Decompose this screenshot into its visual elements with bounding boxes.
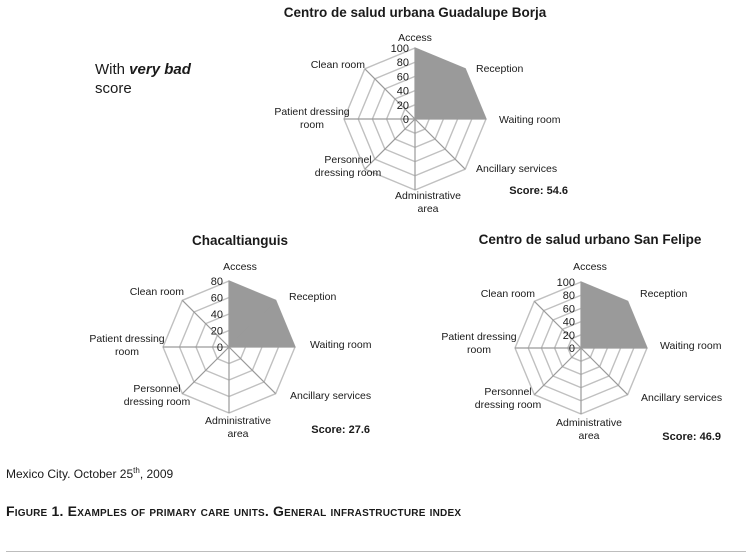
tick-label: 40 (211, 309, 223, 321)
axis-label: Personnel dressing room (475, 386, 542, 411)
axis-spoke (580, 347, 629, 396)
legend-note-suffix: score (95, 80, 132, 97)
axis-label: Ancillary services (641, 392, 722, 404)
location-date-year: , 2009 (139, 467, 174, 481)
axis-spoke (181, 346, 230, 395)
legend-note-prefix: With (95, 61, 130, 78)
axis-spoke (414, 68, 466, 120)
tick-label: 0 (217, 342, 223, 354)
score-label: Score: 54.6 (509, 185, 568, 197)
tick-label: 80 (397, 57, 409, 69)
tick-label: 80 (563, 290, 575, 302)
radar-charts: Centro de salud urbana Guadalupe Borja02… (89, 5, 722, 443)
axis-spoke (228, 346, 277, 395)
tick-label: 0 (403, 114, 409, 126)
chart-title: Chacaltianguis (192, 233, 288, 248)
axis-label: Administrative area (556, 417, 622, 442)
score-label: Score: 46.9 (662, 431, 721, 443)
axis-spoke (364, 118, 416, 170)
location-date-superscript: th (133, 466, 140, 475)
tick-label: 40 (397, 86, 409, 98)
radar-chart-1: Centro de salud urbana Guadalupe Borja 0 2… (274, 5, 568, 215)
axis-label: Patient dressing room (274, 106, 349, 131)
tick-label: 60 (397, 71, 409, 83)
axis-spoke (228, 299, 277, 348)
axis-label: Patient dressing room (89, 333, 164, 358)
chart-title: Centro de salud urbana Guadalupe Borja (284, 5, 547, 20)
location-date-text: Mexico City. October 25 (6, 467, 134, 481)
axis-label: Waiting room (499, 114, 561, 126)
axis-label: Access (398, 32, 432, 44)
tick-label: 20 (211, 326, 223, 338)
axis-label: Patient dressing room (441, 331, 516, 356)
axis-label: Reception (476, 63, 523, 75)
tick-label: 100 (557, 277, 575, 289)
figure-caption: Figure 1. Examples of primary care units… (6, 503, 462, 519)
axis-label: Reception (640, 288, 687, 300)
legend-note: With very bad score (95, 60, 191, 98)
score-label: Score: 27.6 (311, 424, 370, 436)
axis-label: Ancillary services (476, 163, 557, 175)
tick-label: 80 (211, 276, 223, 288)
axis-label: Administrative area (395, 190, 461, 215)
tick-label: 100 (391, 43, 409, 55)
location-date: Mexico City. October 25th, 2009 (6, 466, 173, 481)
axis-label: Access (223, 261, 257, 273)
axis-spoke (181, 299, 230, 348)
tick-label: 60 (563, 303, 575, 315)
axis-spoke (533, 347, 582, 396)
axis-label: Personnel dressing room (315, 154, 382, 179)
axis-label: Clean room (311, 59, 366, 71)
axis-label: Waiting room (660, 340, 722, 352)
axis-spoke (533, 300, 582, 349)
axis-label: Waiting room (310, 339, 372, 351)
legend-note-emphasis: very bad (129, 61, 191, 78)
tick-label: 0 (569, 343, 575, 355)
tick-label: 20 (397, 100, 409, 112)
axis-label: Administrative area (205, 415, 271, 440)
axis-label: Clean room (130, 286, 185, 298)
axis-spoke (414, 118, 466, 170)
axis-label: Access (573, 261, 607, 273)
axis-spoke (580, 300, 629, 349)
axis-label: Reception (289, 291, 336, 303)
tick-label: 60 (211, 293, 223, 305)
tick-label: 20 (563, 330, 575, 342)
axis-spoke (364, 68, 416, 120)
axis-label: Personnel dressing room (124, 383, 191, 408)
chart-title: Centro de salud urbano San Felipe (479, 232, 702, 247)
axis-label: Ancillary services (290, 390, 371, 402)
axis-label: Clean room (481, 288, 536, 300)
bottom-rule (6, 551, 746, 552)
tick-label: 40 (563, 317, 575, 329)
